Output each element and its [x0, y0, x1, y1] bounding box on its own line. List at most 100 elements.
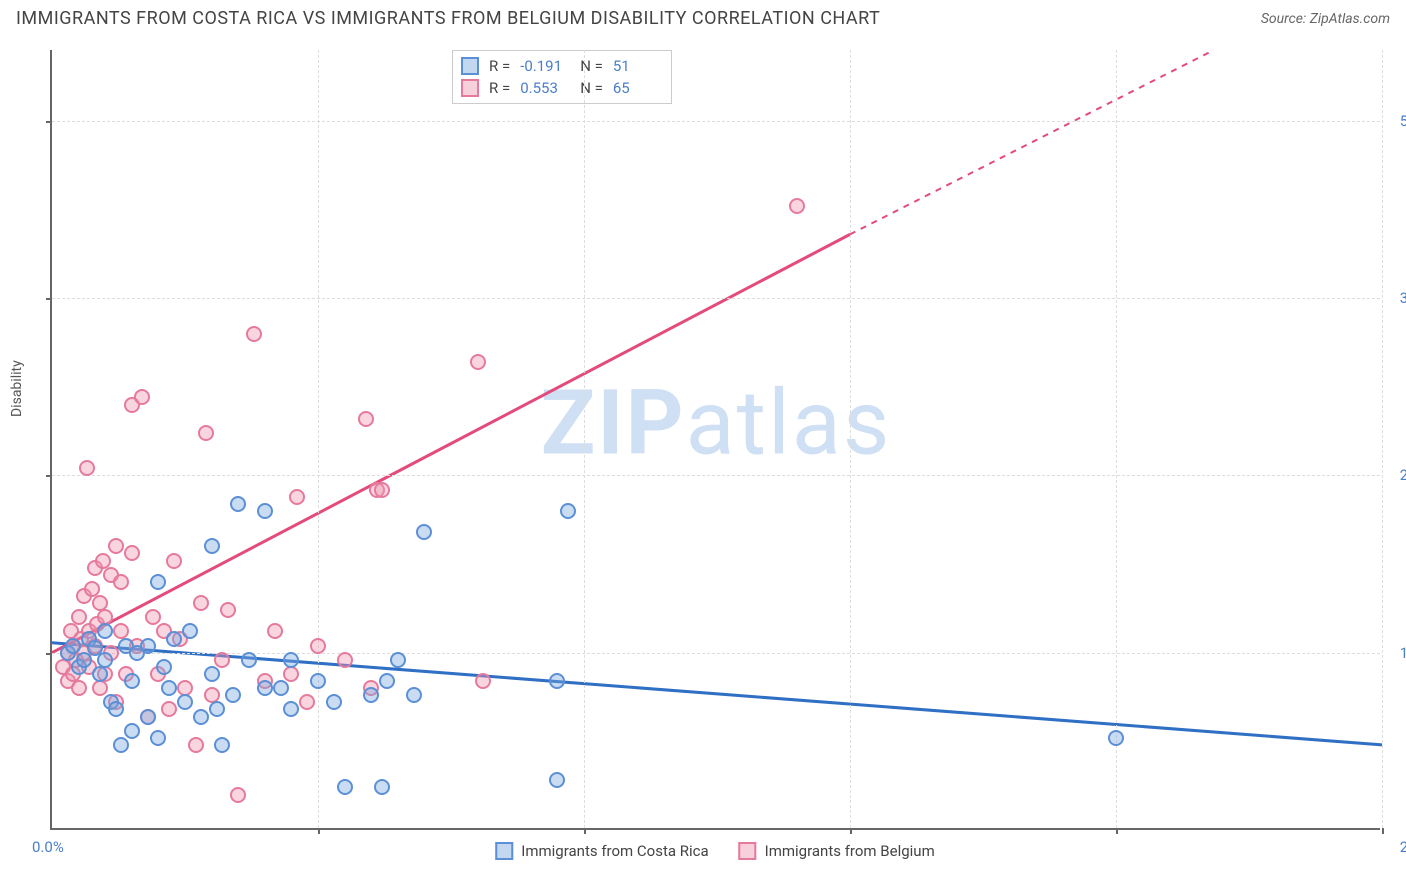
scatter-point-costa_rica — [97, 623, 113, 639]
scatter-point-belgium — [113, 574, 129, 590]
scatter-point-costa_rica — [124, 673, 140, 689]
gridline-v — [1382, 50, 1383, 828]
trend-lines — [52, 50, 1380, 828]
plot-area: ZIPatlas Disability 0.0% 25.0% R = -0.19… — [50, 50, 1380, 830]
scatter-point-costa_rica — [374, 779, 390, 795]
scatter-point-costa_rica — [416, 524, 432, 540]
gridline-h — [52, 475, 1380, 476]
gridline-v — [1116, 50, 1117, 828]
series-legend: Immigrants from Costa Rica Immigrants fr… — [495, 842, 934, 860]
x-tick-max: 25.0% — [1400, 838, 1406, 856]
gridline-h — [52, 121, 1380, 122]
scatter-point-belgium — [220, 602, 236, 618]
stats-legend: R = -0.191 N = 51 R = 0.553 N = 65 — [452, 50, 672, 104]
scatter-point-costa_rica — [310, 673, 326, 689]
scatter-point-costa_rica — [283, 701, 299, 717]
scatter-point-belgium — [145, 609, 161, 625]
y-tick-label: 37.5% — [1400, 289, 1406, 307]
y-tick-mark — [46, 298, 52, 300]
scatter-point-costa_rica — [257, 680, 273, 696]
scatter-point-belgium — [124, 545, 140, 561]
scatter-point-belgium — [79, 460, 95, 476]
scatter-point-costa_rica — [113, 737, 129, 753]
scatter-point-belgium — [230, 787, 246, 803]
scatter-point-costa_rica — [363, 687, 379, 703]
gridline-v — [584, 50, 585, 828]
y-tick-mark — [46, 121, 52, 123]
scatter-point-costa_rica — [204, 538, 220, 554]
scatter-point-belgium — [267, 623, 283, 639]
trendline-dash-belgium — [850, 50, 1214, 234]
y-tick-label: 12.5% — [1400, 644, 1406, 662]
scatter-point-costa_rica — [326, 694, 342, 710]
scatter-point-costa_rica — [92, 666, 108, 682]
legend-item-belgium: Immigrants from Belgium — [739, 842, 935, 860]
scatter-point-costa_rica — [124, 723, 140, 739]
scatter-point-belgium — [470, 354, 486, 370]
scatter-point-costa_rica — [97, 652, 113, 668]
scatter-point-costa_rica — [140, 638, 156, 654]
scatter-point-costa_rica — [241, 652, 257, 668]
y-tick-mark — [46, 653, 52, 655]
x-tick-mark — [1116, 828, 1118, 834]
scatter-point-costa_rica — [156, 659, 172, 675]
stats-row-costa-rica: R = -0.191 N = 51 — [461, 55, 663, 77]
chart-header: IMMIGRANTS FROM COSTA RICA VS IMMIGRANTS… — [0, 0, 1406, 33]
y-tick-label: 50.0% — [1400, 112, 1406, 130]
scatter-point-costa_rica — [390, 652, 406, 668]
x-tick-mark — [850, 828, 852, 834]
x-tick-mark — [584, 828, 586, 834]
scatter-point-belgium — [289, 489, 305, 505]
y-tick-label: 25.0% — [1400, 466, 1406, 484]
scatter-point-costa_rica — [140, 709, 156, 725]
scatter-point-belgium — [299, 694, 315, 710]
scatter-point-belgium — [246, 326, 262, 342]
scatter-point-costa_rica — [65, 638, 81, 654]
scatter-point-costa_rica — [273, 680, 289, 696]
scatter-point-costa_rica — [560, 503, 576, 519]
scatter-point-belgium — [92, 680, 108, 696]
scatter-point-costa_rica — [257, 503, 273, 519]
scatter-point-costa_rica — [204, 666, 220, 682]
scatter-point-belgium — [161, 701, 177, 717]
legend-swatch-pink-icon — [739, 842, 757, 860]
legend-swatch-pink — [461, 79, 479, 97]
r-value-belgium: 0.553 — [520, 79, 570, 97]
scatter-point-costa_rica — [214, 737, 230, 753]
scatter-point-belgium — [198, 425, 214, 441]
n-value-belgium: 65 — [613, 79, 663, 97]
scatter-point-costa_rica — [108, 701, 124, 717]
gridline-h — [52, 298, 1380, 299]
scatter-point-belgium — [283, 666, 299, 682]
scatter-point-belgium — [374, 482, 390, 498]
scatter-point-costa_rica — [283, 652, 299, 668]
scatter-point-belgium — [188, 737, 204, 753]
scatter-point-costa_rica — [177, 694, 193, 710]
trendline-belgium — [52, 234, 850, 652]
scatter-point-belgium — [166, 553, 182, 569]
n-value-costa-rica: 51 — [613, 57, 663, 75]
y-axis-label: Disability — [9, 360, 25, 417]
scatter-point-belgium — [358, 411, 374, 427]
scatter-point-costa_rica — [193, 709, 209, 725]
legend-swatch-blue — [461, 57, 479, 75]
scatter-point-belgium — [71, 609, 87, 625]
chart-title: IMMIGRANTS FROM COSTA RICA VS IMMIGRANTS… — [16, 8, 880, 29]
y-tick-mark — [46, 475, 52, 477]
watermark: ZIPatlas — [541, 371, 892, 476]
scatter-point-costa_rica — [230, 496, 246, 512]
chart-container: ZIPatlas Disability 0.0% 25.0% R = -0.19… — [50, 50, 1380, 830]
scatter-point-costa_rica — [1108, 730, 1124, 746]
gridline-v — [318, 50, 319, 828]
x-tick-min: 0.0% — [32, 838, 64, 856]
scatter-point-costa_rica — [406, 687, 422, 703]
scatter-point-belgium — [108, 538, 124, 554]
scatter-point-belgium — [310, 638, 326, 654]
scatter-point-belgium — [214, 652, 230, 668]
scatter-point-costa_rica — [209, 701, 225, 717]
scatter-point-belgium — [134, 389, 150, 405]
scatter-point-belgium — [475, 673, 491, 689]
scatter-point-costa_rica — [182, 623, 198, 639]
scatter-point-costa_rica — [150, 574, 166, 590]
x-tick-mark — [318, 828, 320, 834]
